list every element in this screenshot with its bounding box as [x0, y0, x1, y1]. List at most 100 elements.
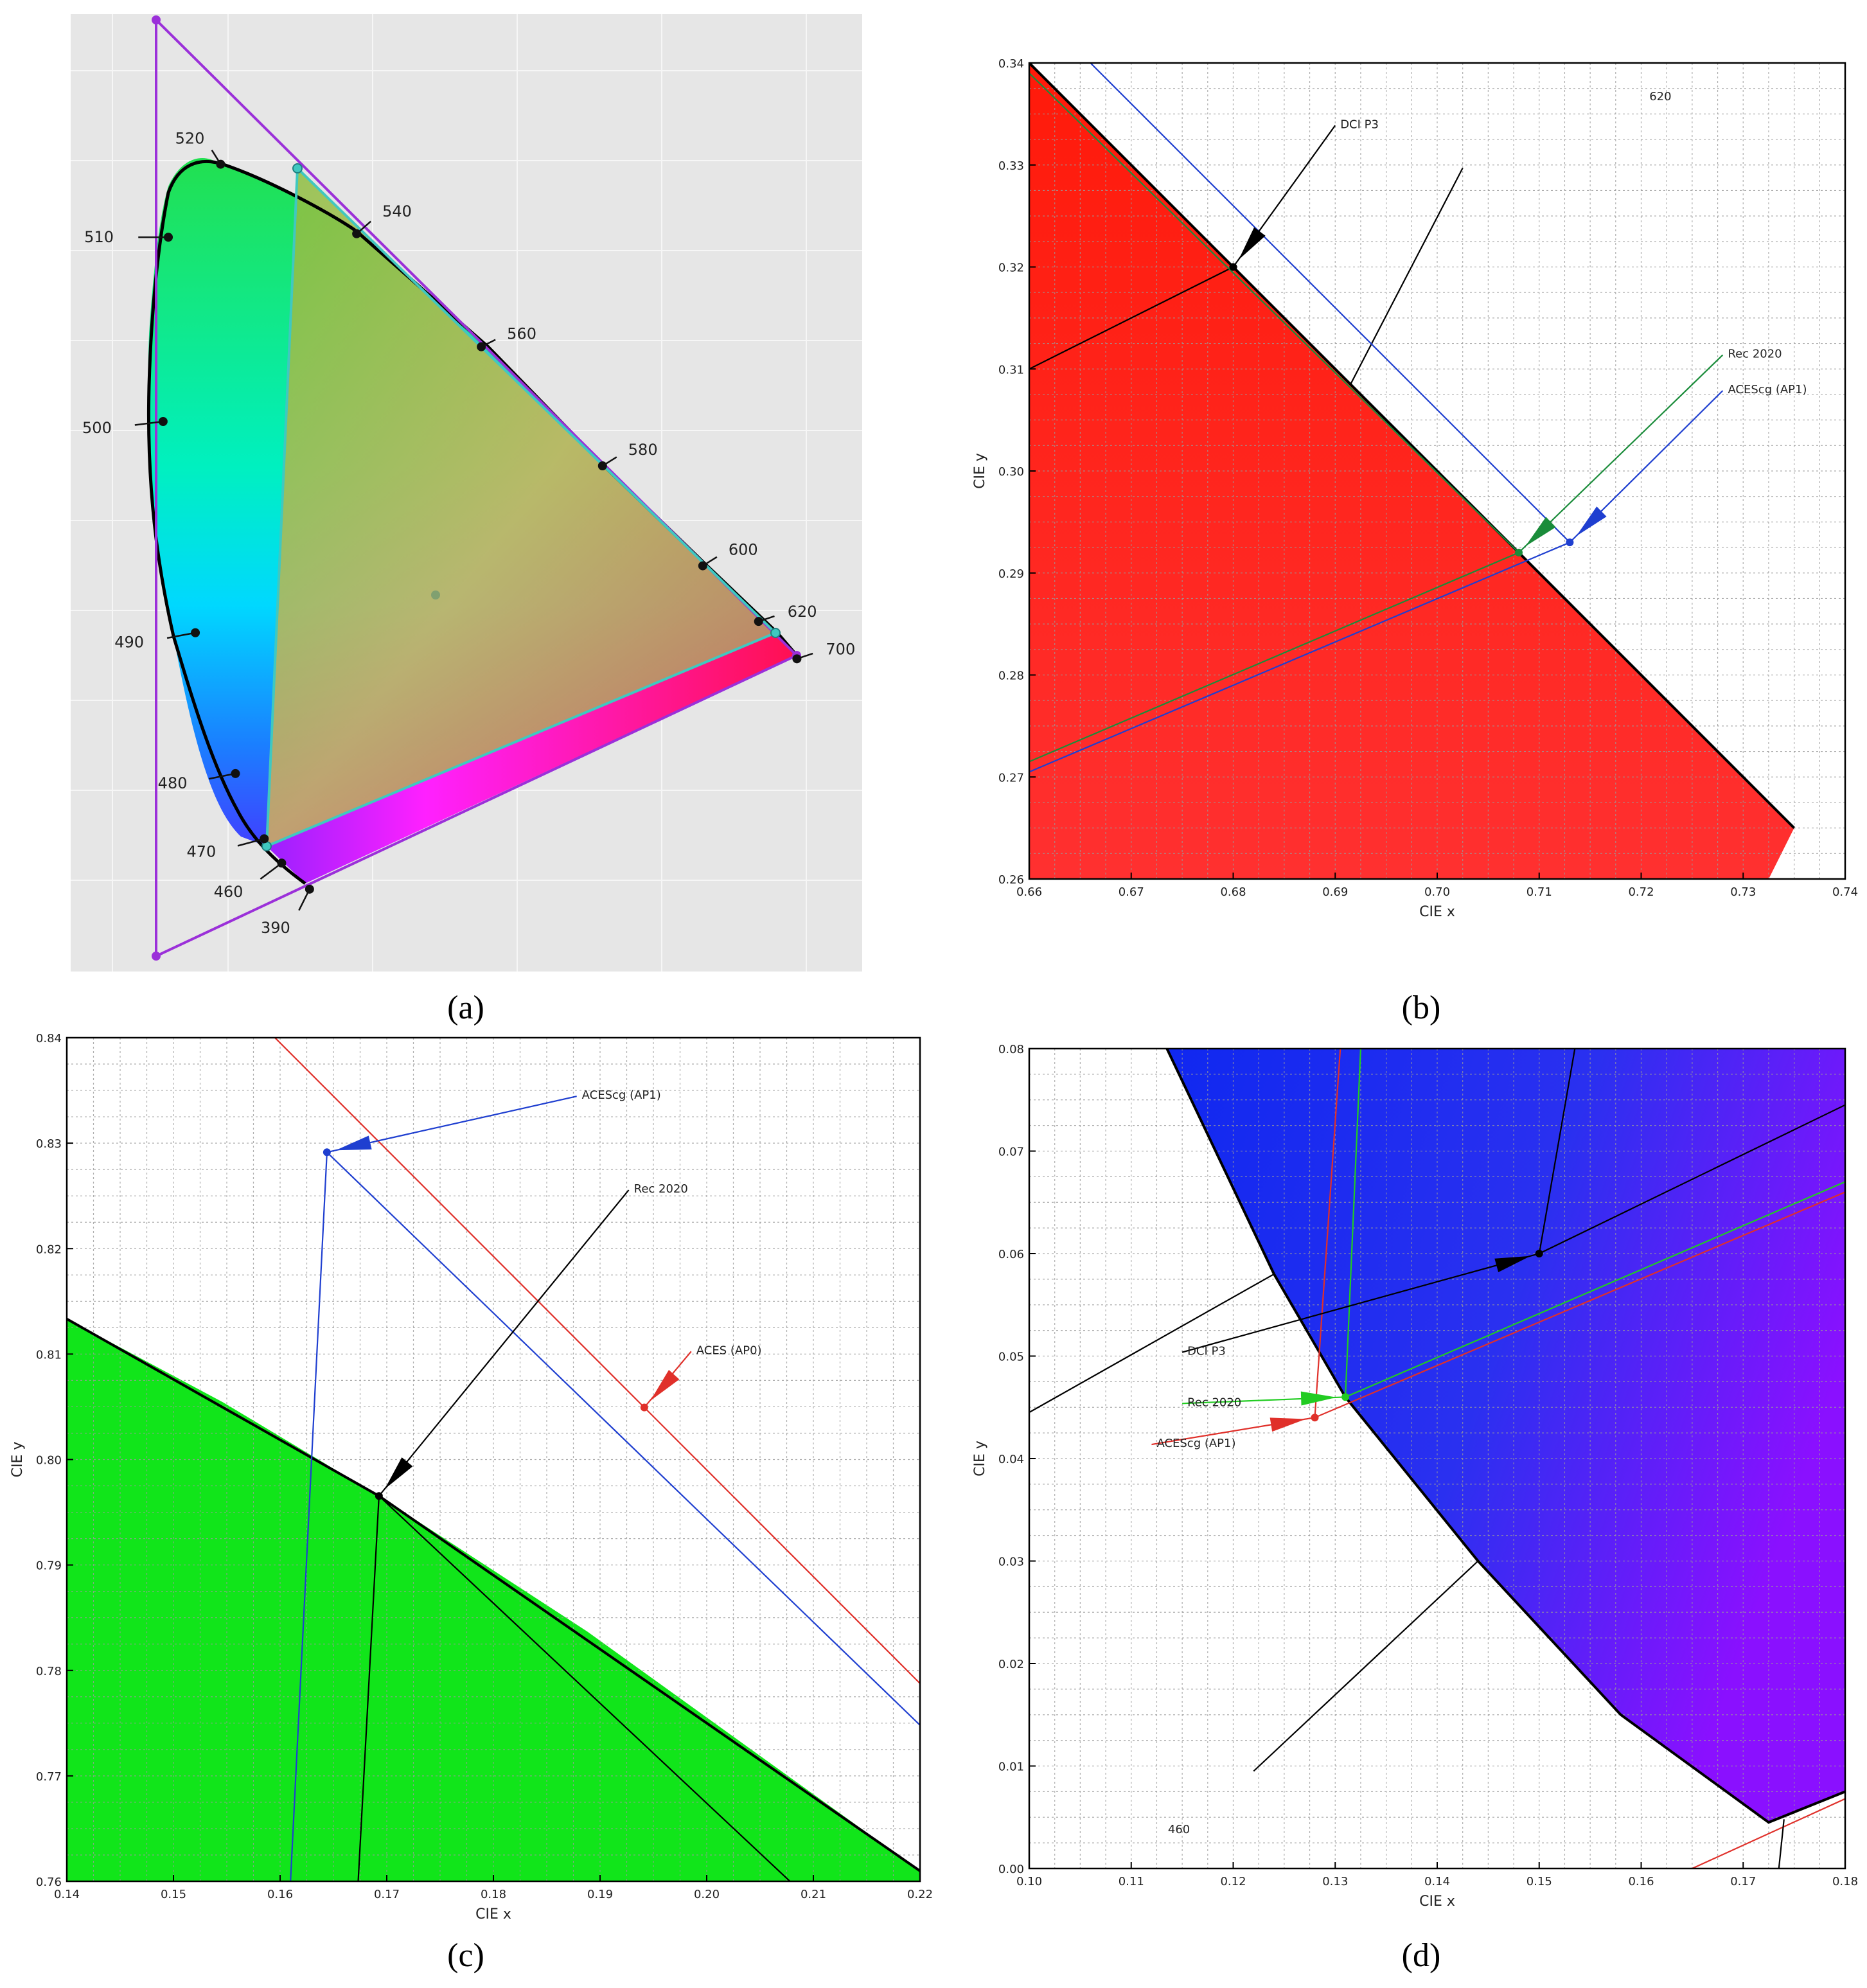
x-tick-label: 0.72	[1628, 885, 1654, 899]
y-tick-label: 0.32	[998, 262, 1024, 275]
annotation-arrowhead-0	[1494, 1256, 1531, 1273]
y-tick-label: 0.04	[998, 1453, 1024, 1466]
x-tick-label: 0.66	[1016, 885, 1042, 899]
ap1-vertices	[261, 163, 781, 851]
panel-a: 390 460 470 480 490 500 510 520 540 560 580 600 620 7…	[71, 14, 862, 1026]
wavelength-label-490: 490	[114, 634, 144, 652]
ap0-gamut-triangle	[155, 17, 799, 959]
annotation-point-2	[1311, 1414, 1319, 1422]
series-line-1	[1029, 1273, 1275, 1414]
y-tick-label: 0.79	[36, 1559, 62, 1573]
annotation-point-0	[1229, 263, 1237, 271]
y-tick-label: 0.07	[998, 1146, 1024, 1159]
y-tick-label: 0.28	[998, 670, 1024, 683]
y-tick-label: 0.82	[36, 1243, 62, 1256]
wavelength-dot-500	[158, 417, 168, 427]
grid	[1029, 1049, 1845, 1868]
gamut-fill	[1167, 1049, 1845, 1823]
corner-wavelength-label: 460	[1168, 1823, 1190, 1836]
annotation-point-1	[375, 1492, 383, 1500]
panel-a-caption: (a)	[447, 990, 484, 1026]
wavelength-label-500: 500	[82, 419, 112, 437]
x-tick-label: 0.12	[1220, 1875, 1246, 1888]
wavelength-label-470: 470	[186, 842, 216, 860]
y-axis-label: CIE y	[972, 453, 988, 489]
y-tick-label: 0.77	[36, 1770, 62, 1784]
wavelength-tick-470	[237, 838, 265, 847]
x-tick-label: 0.22	[907, 1888, 933, 1901]
wavelength-tick-520	[211, 149, 222, 165]
panel-d-caption: (d)	[1402, 1937, 1441, 1974]
x-tick-label: 0.70	[1424, 885, 1450, 899]
series-line-6	[1253, 1560, 1479, 1772]
x-tick-label: 0.15	[1526, 1875, 1552, 1888]
annotation-label-2: ACES (AP0)	[696, 1344, 762, 1357]
ap1-gamut-fill	[267, 168, 775, 846]
plot-area	[1029, 63, 1845, 879]
ap1-gamut-triangle	[265, 165, 778, 849]
y-tick-label: 0.00	[998, 1863, 1024, 1876]
y-tick-label: 0.78	[36, 1665, 62, 1678]
y-tick-label: 0.03	[998, 1556, 1024, 1569]
series-line-7	[1778, 1819, 1785, 1868]
wavelength-label-520: 520	[175, 130, 205, 148]
x-tick-label: 0.68	[1220, 885, 1246, 899]
wavelength-tick-500	[134, 420, 164, 426]
annotation-point-2	[1566, 538, 1574, 547]
wavelength-label-560: 560	[507, 325, 536, 343]
x-tick-label: 0.16	[267, 1888, 293, 1901]
wavelength-tick-460	[260, 862, 283, 880]
panel-b-plot: DCI P3 Rec 2020 ACEScg (AP1) 620 0.66 0.67 0.6…	[972, 57, 1858, 920]
annotation-arrowhead-0	[1238, 227, 1266, 260]
y-tick-label: 0.02	[998, 1658, 1024, 1671]
annotation-label-2: ACEScg (AP1)	[1728, 383, 1807, 396]
panel-b-caption: (b)	[1402, 990, 1441, 1026]
y-tick-label: 0.26	[998, 873, 1024, 887]
panel-d: DCI P3 Rec 2020 ACEScg (AP1) 460 0.10 0.11 0.1…	[972, 1043, 1858, 1974]
x-tick-label: 0.10	[1016, 1875, 1042, 1888]
x-tick-label: 0.14	[54, 1888, 80, 1901]
wavelength-label-480: 480	[158, 774, 188, 792]
x-tick-label: 0.13	[1322, 1875, 1348, 1888]
annotation-label-2: ACEScg (AP1)	[1156, 1437, 1235, 1450]
x-tick-label: 0.15	[161, 1888, 186, 1901]
annotation-arrowhead-1	[1300, 1391, 1337, 1406]
annotation-point-1	[1341, 1393, 1350, 1401]
plot-area	[67, 1038, 920, 1881]
annotation-label-1: Rec 2020	[1728, 347, 1782, 360]
x-tick-label: 0.17	[1730, 1875, 1756, 1888]
annotation-arrowhead-2	[650, 1369, 680, 1401]
wavelength-label-510: 510	[84, 228, 114, 246]
annotation-point-0	[323, 1148, 331, 1157]
annotation-arrow-1	[378, 1189, 630, 1496]
corner-wavelength-label: 620	[1649, 90, 1671, 103]
annotation-arrowhead-1	[1525, 517, 1556, 547]
annotation-arrowhead-1	[384, 1457, 413, 1489]
x-tick-label: 0.71	[1526, 885, 1552, 899]
annotation-point-1	[1515, 549, 1523, 556]
x-tick-label: 0.21	[801, 1888, 826, 1901]
annotation-label-1: Rec 2020	[1187, 1396, 1241, 1409]
y-tick-label: 0.84	[36, 1032, 62, 1045]
x-axis-label: CIE x	[1419, 1894, 1455, 1910]
wavelength-label-620: 620	[788, 603, 817, 621]
y-tick-label: 0.34	[998, 57, 1024, 71]
wavelength-label-540: 540	[382, 202, 412, 220]
x-tick-label: 0.16	[1628, 1875, 1654, 1888]
wavelength-tick-560	[481, 339, 496, 348]
wavelength-tick-600	[702, 556, 718, 567]
wavelength-label-600: 600	[729, 541, 758, 559]
x-tick-label: 0.69	[1322, 885, 1348, 899]
panel-c-plot: ACEScg (AP1) Rec 2020 ACES (AP0) 0.14 0.15 0.…	[10, 1032, 933, 1922]
panel-c-caption: (c)	[447, 1937, 484, 1974]
y-tick-label: 0.27	[998, 771, 1024, 785]
y-tick-label: 0.30	[998, 465, 1024, 479]
y-tick-label: 0.80	[36, 1454, 62, 1468]
grid	[1029, 63, 1845, 879]
panel-d-plot: DCI P3 Rec 2020 ACEScg (AP1) 460 0.10 0.11 0.1…	[972, 1043, 1858, 1910]
y-axis-label: CIE y	[972, 1441, 988, 1477]
y-tick-label: 0.31	[998, 363, 1024, 377]
annotation-arrowhead-2	[1576, 506, 1607, 537]
x-tick-label: 0.74	[1832, 885, 1858, 899]
y-tick-label: 0.05	[998, 1351, 1024, 1364]
